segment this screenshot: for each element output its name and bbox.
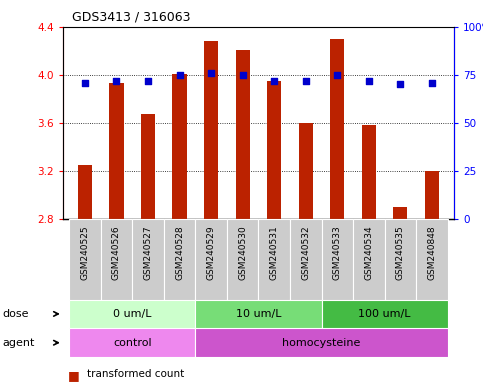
Bar bbox=[78, 165, 92, 219]
Text: transformed count: transformed count bbox=[87, 369, 184, 379]
FancyBboxPatch shape bbox=[416, 219, 448, 300]
Point bbox=[365, 78, 373, 84]
Text: 10 um/L: 10 um/L bbox=[236, 309, 281, 319]
Bar bbox=[362, 125, 376, 219]
Text: GSM240535: GSM240535 bbox=[396, 225, 405, 280]
Text: GSM240528: GSM240528 bbox=[175, 225, 184, 280]
Bar bbox=[69, 300, 195, 328]
Point bbox=[176, 72, 184, 78]
Bar bbox=[298, 123, 313, 219]
Text: GSM240533: GSM240533 bbox=[333, 225, 342, 280]
Bar bbox=[69, 328, 195, 357]
Text: GSM240532: GSM240532 bbox=[301, 225, 310, 280]
Point bbox=[81, 79, 89, 86]
FancyBboxPatch shape bbox=[322, 219, 353, 300]
Text: GSM240525: GSM240525 bbox=[80, 225, 89, 280]
Text: GSM240848: GSM240848 bbox=[427, 225, 437, 280]
Text: homocysteine: homocysteine bbox=[283, 338, 361, 348]
Bar bbox=[322, 300, 448, 328]
Bar bbox=[195, 300, 322, 328]
FancyBboxPatch shape bbox=[258, 219, 290, 300]
Bar bbox=[109, 83, 124, 219]
Bar bbox=[141, 114, 155, 219]
Bar bbox=[236, 50, 250, 219]
Bar bbox=[195, 328, 448, 357]
Text: GSM240530: GSM240530 bbox=[238, 225, 247, 280]
Text: ■: ■ bbox=[68, 369, 79, 382]
Text: control: control bbox=[113, 338, 152, 348]
Point bbox=[302, 78, 310, 84]
Bar bbox=[393, 207, 408, 219]
Point bbox=[333, 72, 341, 78]
FancyBboxPatch shape bbox=[290, 219, 322, 300]
Text: agent: agent bbox=[2, 338, 35, 348]
FancyBboxPatch shape bbox=[195, 219, 227, 300]
Point bbox=[397, 81, 404, 88]
Point bbox=[113, 78, 120, 84]
Bar bbox=[425, 171, 439, 219]
Text: dose: dose bbox=[2, 309, 29, 319]
Bar bbox=[267, 81, 281, 219]
FancyBboxPatch shape bbox=[100, 219, 132, 300]
Text: GDS3413 / 316063: GDS3413 / 316063 bbox=[72, 10, 191, 23]
FancyBboxPatch shape bbox=[227, 219, 258, 300]
Text: 0 um/L: 0 um/L bbox=[113, 309, 152, 319]
Bar bbox=[204, 41, 218, 219]
Point bbox=[428, 79, 436, 86]
Point bbox=[270, 78, 278, 84]
Point bbox=[239, 72, 246, 78]
Text: GSM240527: GSM240527 bbox=[143, 225, 153, 280]
FancyBboxPatch shape bbox=[132, 219, 164, 300]
Text: GSM240534: GSM240534 bbox=[364, 225, 373, 280]
Bar bbox=[330, 39, 344, 219]
Point bbox=[207, 70, 215, 76]
Text: GSM240529: GSM240529 bbox=[207, 225, 215, 280]
FancyBboxPatch shape bbox=[164, 219, 195, 300]
Text: GSM240526: GSM240526 bbox=[112, 225, 121, 280]
Bar bbox=[172, 74, 186, 219]
Text: GSM240531: GSM240531 bbox=[270, 225, 279, 280]
FancyBboxPatch shape bbox=[353, 219, 384, 300]
Text: 100 um/L: 100 um/L bbox=[358, 309, 411, 319]
FancyBboxPatch shape bbox=[69, 219, 100, 300]
Point bbox=[144, 78, 152, 84]
FancyBboxPatch shape bbox=[384, 219, 416, 300]
